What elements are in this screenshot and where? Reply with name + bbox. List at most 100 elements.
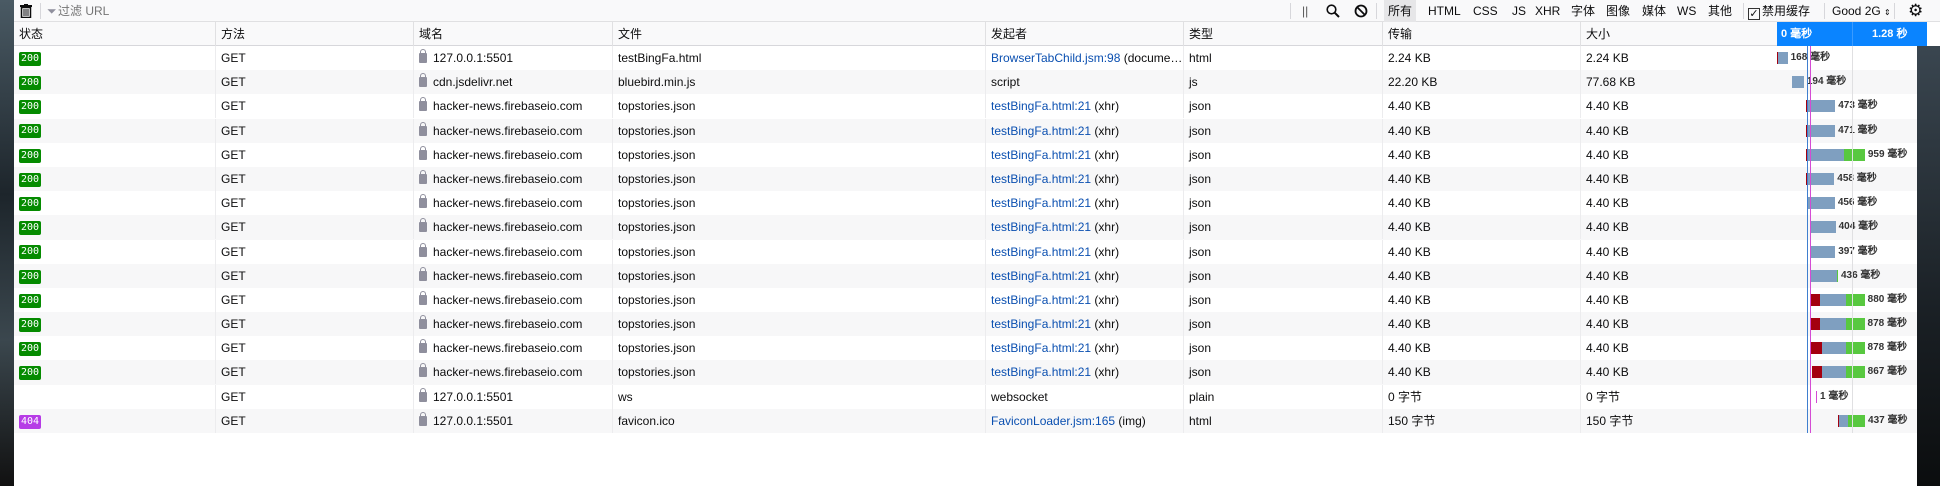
filter-button[interactable]: 图像 [1606, 4, 1631, 18]
table-row[interactable]: 200 GET hacker-news.firebaseio.com topstori… [14, 263, 1917, 288]
initiator-link[interactable]: BrowserTabChild.jsm:98 [991, 51, 1121, 65]
initiator-link[interactable]: FaviconLoader.jsm:165 [991, 413, 1116, 428]
table-row[interactable]: 200 GET hacker-news.firebaseio.com topstori… [14, 94, 1917, 119]
updown-icon: ⇕ [1884, 8, 1891, 17]
waterfall-time-label: 878 毫秒 [1867, 342, 1907, 354]
table-row[interactable]: 200 GET hacker-news.firebaseio.com topstori… [14, 215, 1917, 240]
table-row[interactable]: 200 GET hacker-news.firebaseio.com topstori… [14, 360, 1917, 385]
column-header[interactable]: 发起者 [985, 22, 1183, 46]
waterfall-header[interactable]: 0 毫秒 1.28 秒 [1777, 22, 1927, 46]
column-header[interactable]: 方法 [215, 22, 413, 46]
table-row[interactable]: 200 GET hacker-news.firebaseio.com topstori… [14, 336, 1917, 361]
column-header[interactable]: 文件 [612, 22, 985, 46]
initiator-text: (docume… [1120, 51, 1183, 65]
column-header[interactable]: 大小 [1580, 22, 1777, 46]
table-row[interactable]: 200 GET cdn.jsdelivr.net bluebird.min.js scr… [14, 70, 1917, 95]
filter-button[interactable]: XHR [1535, 4, 1561, 18]
filter-url-input[interactable] [58, 2, 1258, 20]
initiator-link[interactable]: testBingFa.html:21 [991, 99, 1092, 114]
cell-method: GET [215, 336, 413, 361]
block-icon[interactable] [1354, 0, 1368, 22]
table-row[interactable]: 200 GET hacker-news.firebaseio.com topstori… [14, 166, 1917, 192]
pause-icon[interactable]: || [1302, 4, 1309, 18]
timing-receiving [1836, 269, 1838, 282]
initiator-link[interactable]: testBingFa.html:21 [991, 341, 1092, 356]
filter-button[interactable]: WS [1677, 4, 1697, 18]
initiator-link[interactable]: testBingFa.html:21 [991, 365, 1092, 380]
checkbox-icon[interactable]: ✓ [1748, 8, 1760, 20]
initiator-link[interactable]: testBingFa.html:21 [991, 196, 1092, 211]
filter-button[interactable]: JS [1512, 4, 1527, 18]
table-row[interactable]: 200 GET hacker-news.firebaseio.com topstori… [14, 191, 1917, 216]
method: GET [221, 365, 246, 380]
timing-receiving [1845, 342, 1865, 355]
waterfall-tick-1: 1.28 秒 [1872, 28, 1908, 40]
timing-waiting [1792, 76, 1804, 89]
table-row[interactable]: 200 GET hacker-news.firebaseio.com topstori… [14, 142, 1917, 167]
filter-button[interactable]: CSS [1473, 4, 1498, 18]
cell-size: 4.40 KB [1580, 118, 1777, 143]
filter-button[interactable]: 其他 [1708, 4, 1733, 18]
cell-type: json [1183, 142, 1382, 167]
transferred: 2.24 KB [1388, 51, 1431, 65]
column-header[interactable]: 状态 [19, 27, 44, 41]
initiator-text: (xhr) [1091, 196, 1120, 211]
table-row[interactable]: GET 127.0.0.1:5501 ws websocket plain 0 字节 0 字… [14, 384, 1917, 409]
column-header[interactable]: 域名 [413, 22, 612, 46]
table-row[interactable]: 404 GET 127.0.0.1:5501 favicon.ico FaviconLo… [14, 408, 1917, 433]
cell-type: json [1183, 94, 1382, 119]
gear-icon[interactable]: ⚙ [1908, 1, 1924, 20]
cell-method: GET [215, 312, 413, 337]
initiator-link[interactable]: testBingFa.html:21 [991, 171, 1092, 186]
timing-waiting [1821, 366, 1846, 379]
disable-cache-checkbox[interactable]: ✓ 禁用缓存 [1748, 0, 1810, 22]
status-badge: 200 [19, 317, 42, 332]
throttle-select[interactable]: Good 2G ⇕ [1832, 0, 1891, 22]
transferred: 4.40 KB [1388, 99, 1431, 114]
cell-initiator: FaviconLoader.jsm:165 (img) [985, 408, 1183, 433]
initiator-link[interactable]: testBingFa.html:21 [991, 292, 1092, 307]
search-icon[interactable] [1326, 0, 1340, 22]
cell-initiator: testBingFa.html:21 (xhr) [985, 360, 1183, 385]
initiator-link[interactable]: testBingFa.html:21 [991, 220, 1092, 235]
initiator-link[interactable]: testBingFa.html:21 [991, 123, 1092, 138]
timing-waiting [1810, 269, 1837, 282]
filter-button[interactable]: HTML [1428, 4, 1461, 18]
initiator-link[interactable]: testBingFa.html:21 [991, 268, 1092, 283]
domain: hacker-news.firebaseio.com [433, 292, 583, 307]
filter-button[interactable]: 所有 [1384, 0, 1417, 22]
cell-domain: hacker-news.firebaseio.com [413, 360, 612, 385]
cell-status: 200 [14, 336, 215, 360]
cell-size: 4.40 KB [1580, 94, 1777, 119]
cell-type: json [1183, 239, 1382, 264]
status-badge: 200 [19, 124, 42, 139]
table-row[interactable]: 200 GET hacker-news.firebaseio.com topstori… [14, 312, 1917, 337]
waterfall-time-label: 880 毫秒 [1867, 293, 1908, 305]
table-row[interactable]: 200 GET 127.0.0.1:5501 testBingFa.html Brows… [14, 46, 1917, 71]
filter-button[interactable]: 字体 [1571, 4, 1596, 18]
initiator-link[interactable]: testBingFa.html:21 [991, 317, 1092, 332]
table-row[interactable]: 200 GET hacker-news.firebaseio.com topstori… [14, 118, 1917, 143]
domain: 127.0.0.1:5501 [433, 413, 514, 428]
cell-size: 4.40 KB [1580, 215, 1777, 240]
lock-icon [419, 387, 427, 402]
timing-blocked [1777, 52, 1778, 64]
timing-blocked [1838, 414, 1839, 427]
filter-button[interactable]: 媒体 [1642, 4, 1667, 18]
dom-content-loaded-line [1807, 46, 1808, 433]
size: 4.40 KB [1586, 123, 1629, 138]
timing-waiting [1810, 221, 1836, 234]
cell-status: 200 [14, 70, 215, 94]
cell-status: 200 [14, 264, 215, 288]
table-row[interactable]: 200 GET hacker-news.firebaseio.com topstori… [14, 287, 1917, 313]
table-row[interactable]: 200 GET hacker-news.firebaseio.com topstori… [14, 239, 1917, 264]
cell-type: js [1183, 70, 1382, 95]
timing-waiting [1778, 52, 1788, 64]
initiator-link[interactable]: testBingFa.html:21 [991, 244, 1092, 259]
column-header[interactable]: 类型 [1183, 22, 1382, 46]
waterfall-time-label: 473 毫秒 [1838, 100, 1878, 112]
cell-size: 0 字节 [1580, 384, 1777, 409]
trash-icon[interactable] [20, 0, 34, 22]
column-header[interactable]: 传输 [1382, 22, 1580, 46]
initiator-link[interactable]: testBingFa.html:21 [991, 147, 1092, 162]
